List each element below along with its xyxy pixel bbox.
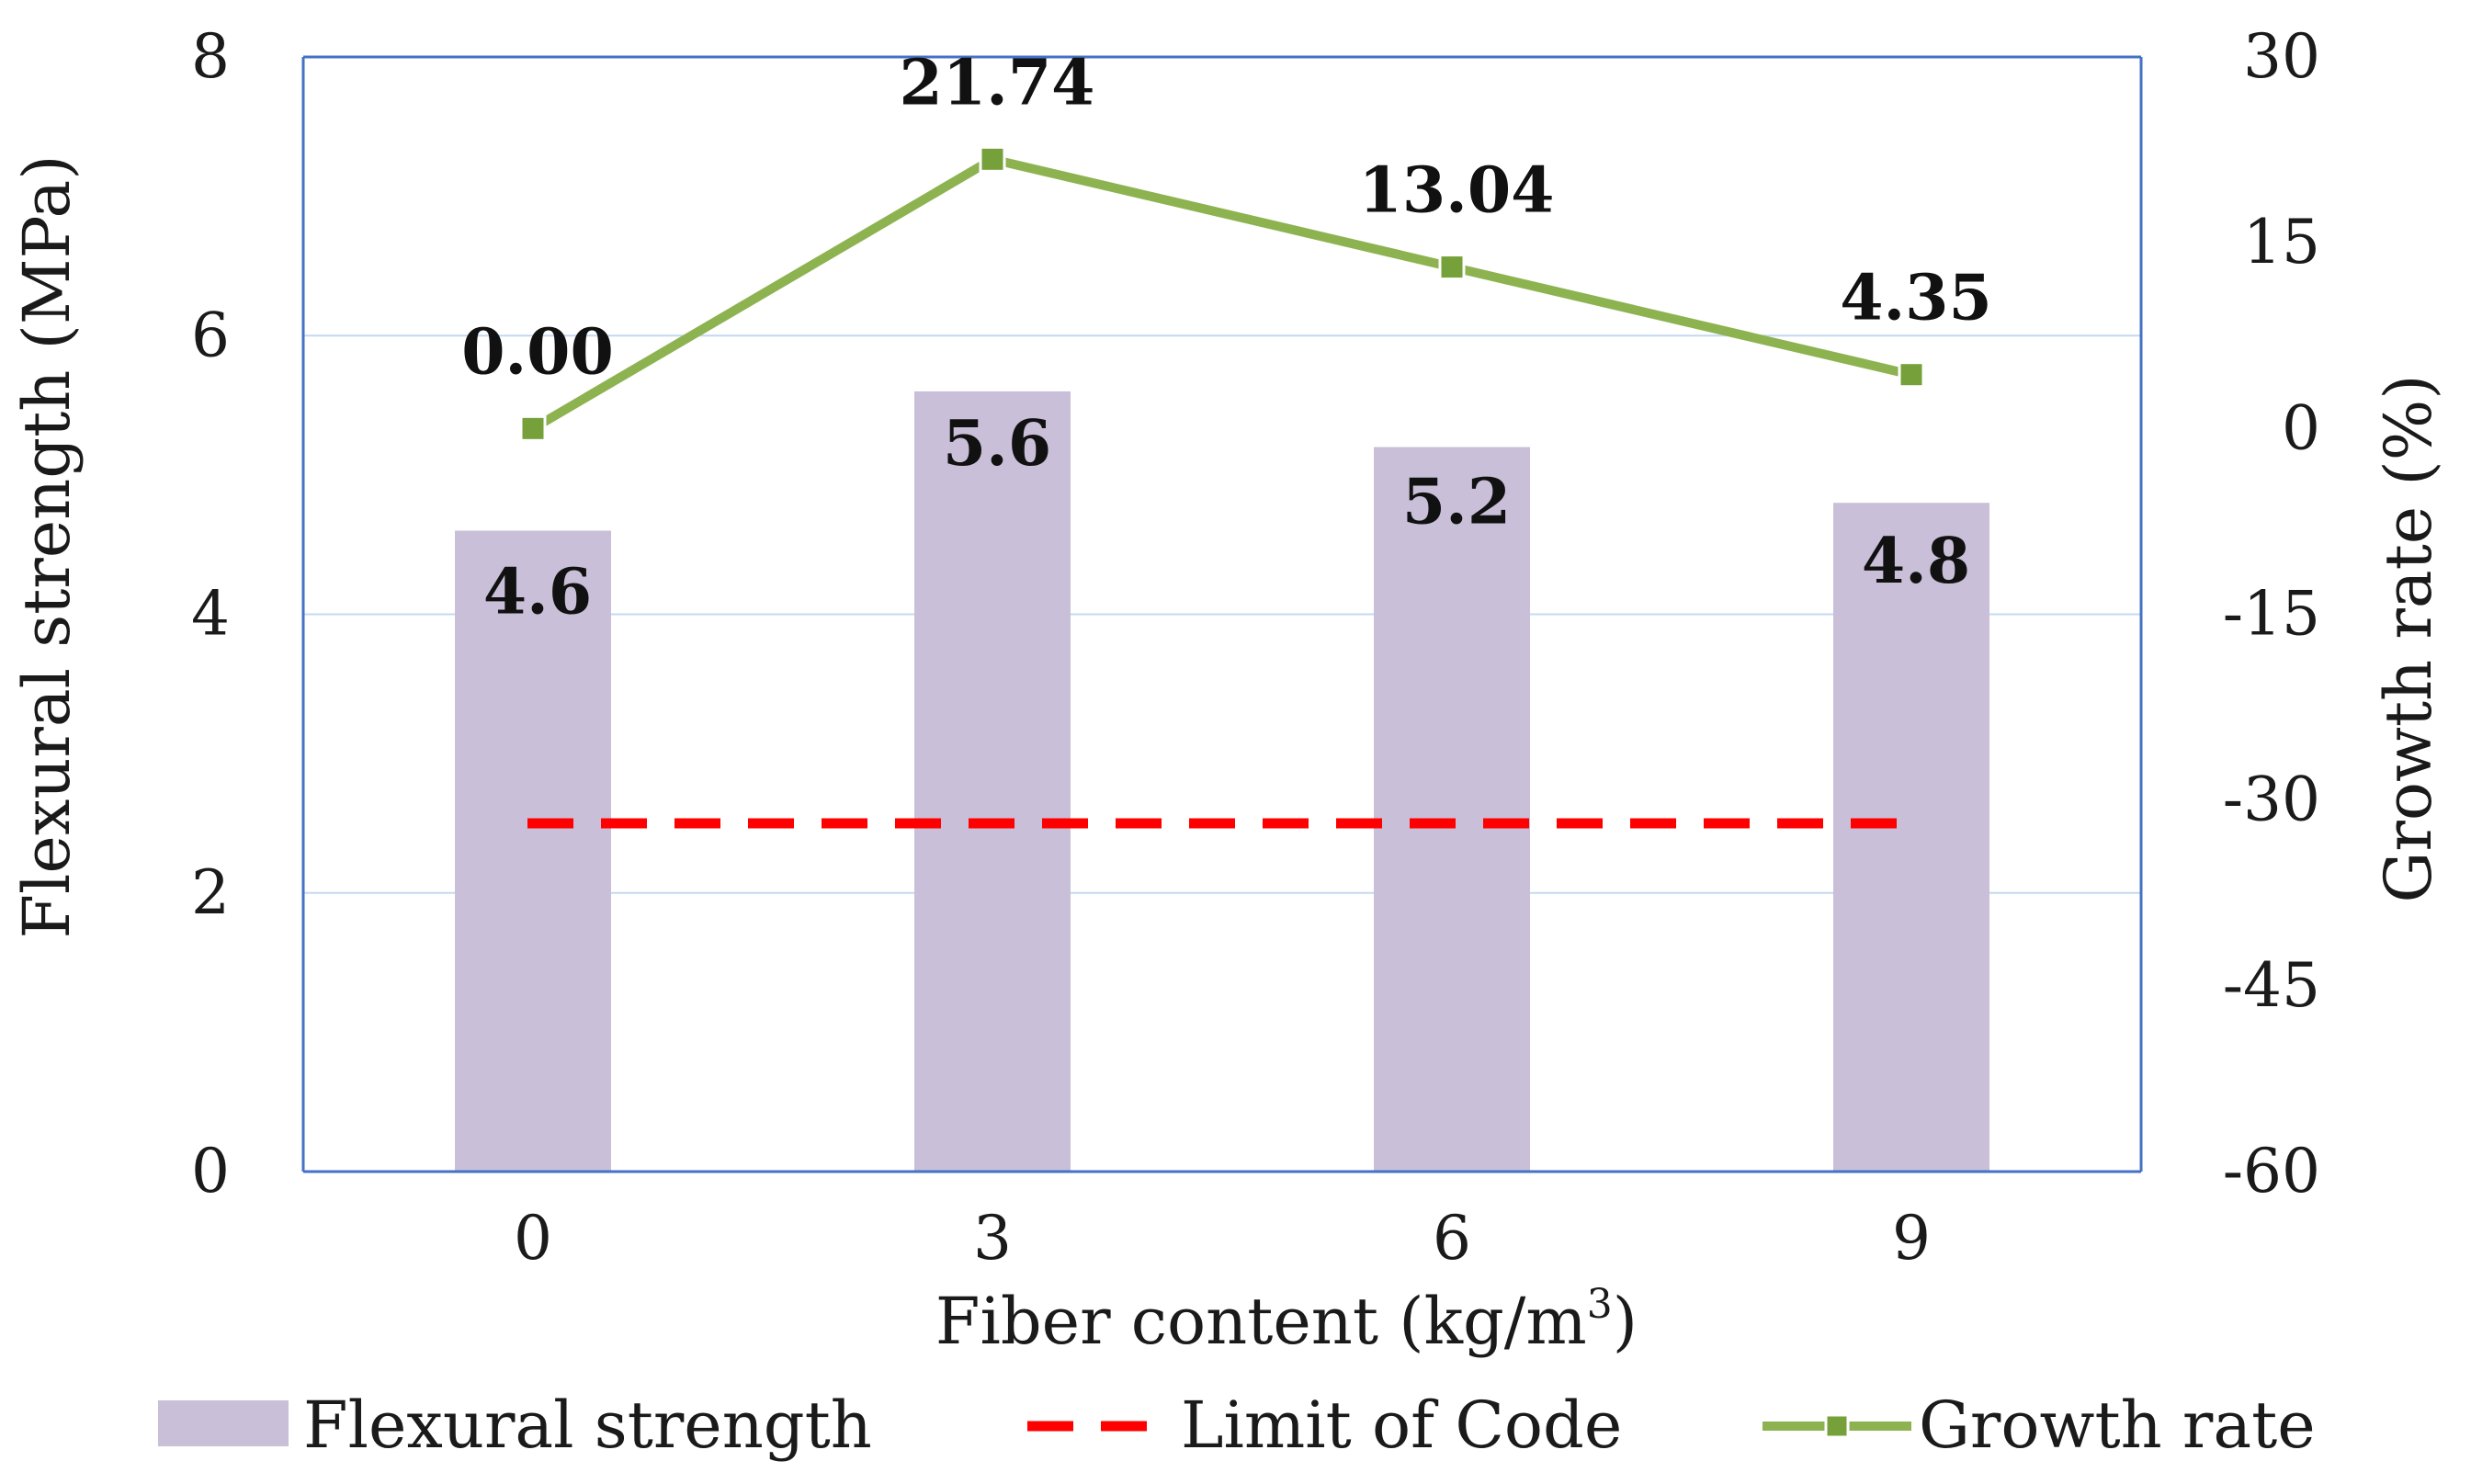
y2-tick-15: 15 bbox=[2243, 207, 2320, 278]
legend-swatch-flexural-strength bbox=[158, 1400, 289, 1446]
y-axis-ticks: 0 2 4 6 8 bbox=[191, 21, 230, 1206]
y2-tick-60: -60 bbox=[2223, 1136, 2320, 1206]
x-axis-ticks: 0 3 6 9 bbox=[514, 1203, 1931, 1274]
growth-rate-marker-0 bbox=[519, 414, 547, 442]
growth-line-series bbox=[519, 145, 1925, 442]
growth-rate-marker-6 bbox=[1438, 254, 1466, 281]
bar-value-label-0: 4.6 bbox=[483, 556, 592, 629]
x-tick-3: 3 bbox=[973, 1203, 1012, 1274]
x-axis-title-end: ) bbox=[1613, 1284, 1638, 1359]
legend: Flexural strength Limit of Code Growth r… bbox=[158, 1388, 2316, 1463]
bar-0 bbox=[455, 530, 611, 1172]
y-tick-0: 0 bbox=[191, 1136, 230, 1206]
bar-value-label-6: 5.2 bbox=[1402, 466, 1511, 539]
x-tick-0: 0 bbox=[514, 1203, 552, 1274]
growth-value-label-3: 21.74 bbox=[900, 46, 1095, 119]
x-axis-title-sup: 3 bbox=[1587, 1281, 1613, 1328]
x-axis-title: Fiber content (kg/m3) bbox=[935, 1281, 1638, 1359]
x-tick-9: 9 bbox=[1892, 1203, 1931, 1274]
growth-rate-marker-9 bbox=[1898, 361, 1925, 389]
growth-value-label-0: 0.00 bbox=[461, 315, 614, 389]
y2-tick-0: 0 bbox=[2282, 392, 2320, 463]
y-tick-6: 6 bbox=[191, 300, 230, 370]
y2-tick-45: -45 bbox=[2223, 950, 2320, 1021]
legend-label-limit-of-code: Limit of Code bbox=[1181, 1388, 1622, 1463]
y-tick-8: 8 bbox=[191, 21, 230, 92]
bar-value-label-3: 5.6 bbox=[943, 407, 1051, 481]
legend-swatch-growth-rate-marker bbox=[1824, 1413, 1850, 1439]
bar-value-label-9: 4.8 bbox=[1862, 525, 1970, 598]
y-tick-4: 4 bbox=[191, 579, 230, 650]
y2-axis-ticks: -60 -45 -30 -15 0 15 30 bbox=[2223, 21, 2320, 1206]
x-axis-title-main: Fiber content (kg/m bbox=[935, 1284, 1587, 1359]
bar-series bbox=[455, 391, 1989, 1172]
y2-tick-30: 30 bbox=[2243, 21, 2320, 92]
growth-rate-line bbox=[530, 154, 1913, 433]
legend-label-growth-rate: Growth rate bbox=[1919, 1388, 2316, 1463]
bar-9 bbox=[1833, 503, 1989, 1172]
plot-frame bbox=[301, 55, 2143, 1173]
growth-rate-marker-3 bbox=[979, 145, 1006, 173]
x-tick-6: 6 bbox=[1433, 1203, 1471, 1274]
y2-tick-15: -15 bbox=[2223, 579, 2320, 650]
bar-6 bbox=[1374, 447, 1530, 1172]
y2-axis-title: Growth rate (%) bbox=[2371, 374, 2446, 902]
growth-value-label-9: 4.35 bbox=[1840, 262, 1992, 335]
legend-label-flexural-strength: Flexural strength bbox=[303, 1388, 872, 1463]
y2-tick-30: -30 bbox=[2223, 765, 2320, 835]
growth-value-label-6: 13.04 bbox=[1359, 154, 1555, 228]
bar-3 bbox=[914, 391, 1071, 1172]
y-axis-title: Flexural strength (MPa) bbox=[9, 154, 85, 938]
data-labels: 4.6 5.6 5.2 4.8 0.00 21.74 13.04 4.35 bbox=[461, 46, 1992, 629]
y-tick-2: 2 bbox=[191, 857, 230, 928]
